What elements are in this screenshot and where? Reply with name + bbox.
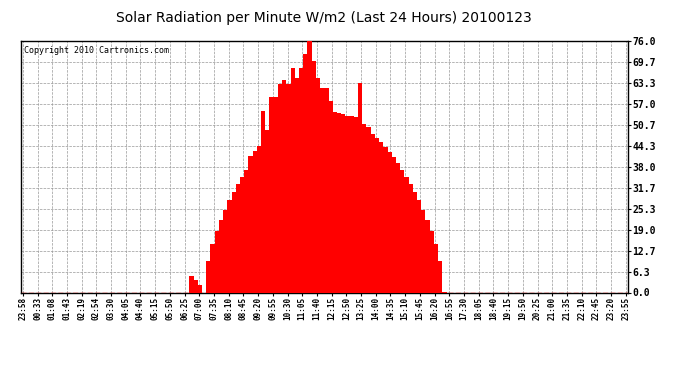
Bar (253, 151, 257, 292)
Bar (215, 231, 219, 292)
Bar (223, 210, 227, 292)
Bar (354, 117, 358, 292)
Bar (236, 184, 240, 292)
Bar (392, 158, 396, 292)
Bar (337, 113, 341, 292)
Bar (290, 68, 295, 292)
Bar (346, 116, 350, 292)
Bar (362, 124, 366, 292)
Bar (396, 164, 400, 292)
Bar (430, 231, 434, 292)
Bar (333, 112, 337, 292)
Text: Solar Radiation per Minute W/m2 (Last 24 Hours) 20100123: Solar Radiation per Minute W/m2 (Last 24… (117, 11, 532, 25)
Bar (324, 87, 328, 292)
Bar (316, 78, 320, 292)
Bar (206, 261, 210, 292)
Bar (388, 152, 392, 292)
Bar (371, 134, 375, 292)
Bar (265, 130, 270, 292)
Bar (400, 170, 404, 292)
Bar (232, 192, 236, 292)
Bar (404, 177, 408, 292)
Bar (375, 138, 379, 292)
Bar (350, 116, 354, 292)
Bar (303, 54, 308, 292)
Bar (312, 61, 316, 292)
Bar (270, 97, 274, 292)
Bar (257, 146, 261, 292)
Text: Copyright 2010 Cartronics.com: Copyright 2010 Cartronics.com (23, 46, 169, 55)
Bar (210, 244, 215, 292)
Bar (295, 78, 299, 292)
Bar (286, 84, 290, 292)
Bar (379, 142, 384, 292)
Bar (384, 147, 388, 292)
Bar (434, 244, 438, 292)
Bar (422, 210, 426, 292)
Bar (240, 177, 244, 292)
Bar (408, 184, 413, 292)
Bar (244, 170, 248, 292)
Bar (341, 114, 346, 292)
Bar (308, 41, 312, 292)
Bar (320, 87, 324, 292)
Bar (358, 83, 362, 292)
Bar (413, 192, 417, 292)
Bar (198, 285, 202, 292)
Bar (248, 156, 253, 292)
Bar (278, 84, 282, 292)
Bar (366, 127, 371, 292)
Bar (227, 200, 232, 292)
Bar (426, 220, 430, 292)
Bar (328, 101, 333, 292)
Bar (189, 276, 194, 292)
Bar (299, 68, 303, 292)
Bar (219, 220, 223, 292)
Bar (274, 97, 278, 292)
Bar (194, 280, 198, 292)
Bar (417, 200, 422, 292)
Bar (438, 261, 442, 292)
Bar (261, 111, 265, 292)
Bar (282, 80, 286, 292)
